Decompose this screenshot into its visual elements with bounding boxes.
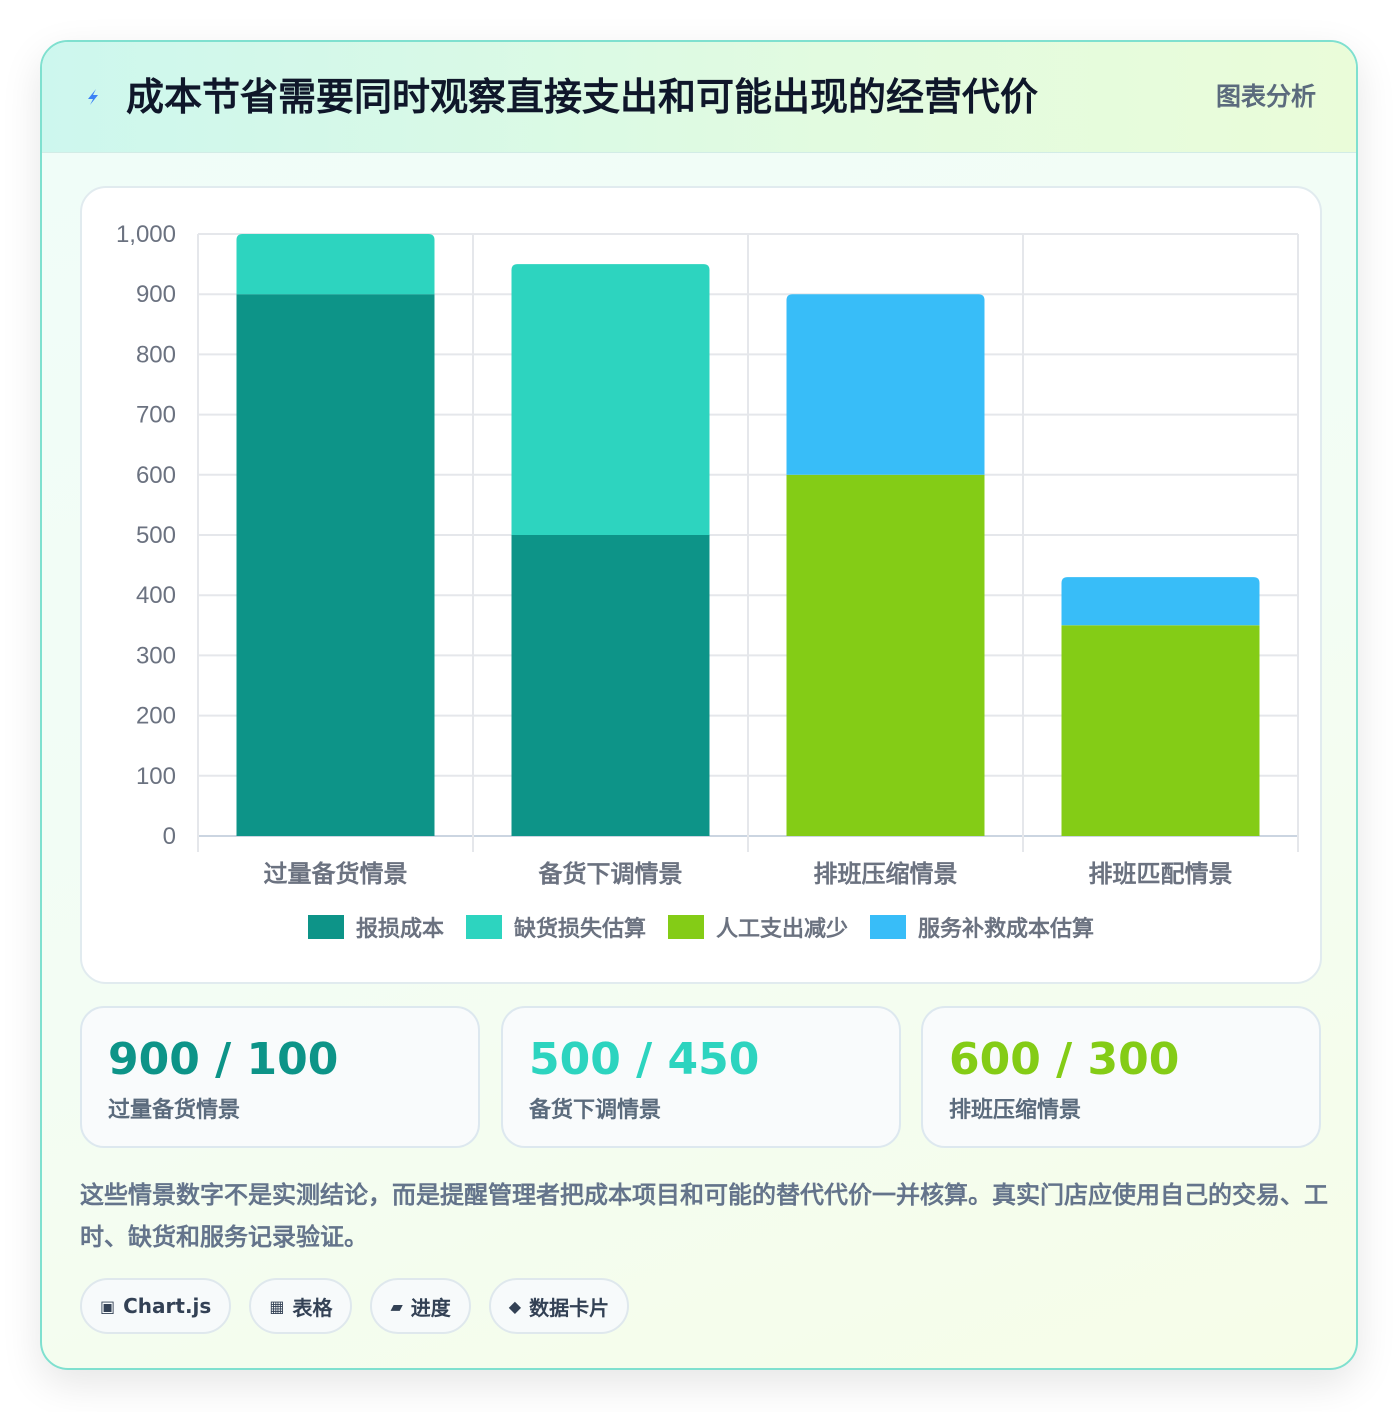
chip-label: 进度 [410, 1295, 451, 1320]
bar-segment [786, 474, 985, 836]
footnote: 这些情景数字不是实测结论，而是提醒管理者把成本项目和可能的替代代价一并核算。真实… [80, 1181, 1328, 1251]
legend-swatch [870, 915, 907, 939]
stat-card: 900 / 100 过量备货情景 [80, 1006, 480, 1148]
feature-chip[interactable]: ◆ 数据卡片 [488, 1278, 630, 1334]
legend-item[interactable]: 人工支出减少 [668, 911, 848, 943]
chip-icon: ▦ [269, 1296, 285, 1316]
feature-chip[interactable]: ▣ Chart.js [80, 1278, 232, 1334]
y-tick-label: 200 [136, 703, 176, 730]
y-tick-label: 600 [136, 462, 176, 489]
y-tick-label: 400 [136, 582, 176, 609]
legend-item[interactable]: 缺货损失估算 [465, 911, 646, 943]
header-tag: 图表分析 [1215, 82, 1316, 111]
y-tick-label: 1,000 [116, 221, 176, 248]
x-tick-label: 过量备货情景 [264, 860, 408, 888]
stat-label: 备货下调情景 [529, 1098, 662, 1123]
x-tick-label: 排班压缩情景 [814, 860, 958, 888]
stat-value: 900 / 100 [108, 1034, 339, 1085]
y-tick-label: 500 [136, 522, 176, 549]
feature-chip[interactable]: ▰ 进度 [370, 1278, 471, 1334]
chip-icon: ▰ [390, 1296, 403, 1316]
y-tick-label: 100 [136, 763, 176, 790]
chip-label: 数据卡片 [529, 1295, 610, 1320]
legend-item[interactable]: 服务补救成本估算 [870, 911, 1094, 943]
y-tick-label: 800 [136, 341, 176, 368]
legend-label: 报损成本 [355, 917, 444, 942]
bar-segment [236, 294, 435, 836]
y-tick-label: 0 [163, 823, 176, 850]
x-tick-label: 排班匹配情景 [1089, 860, 1233, 888]
feature-chip[interactable]: ▦ 表格 [249, 1278, 353, 1334]
legend-swatch [668, 915, 704, 939]
stat-value: 500 / 450 [529, 1034, 760, 1085]
y-tick-label: 700 [136, 402, 176, 429]
analysis-card: 成本节省需要同时观察直接支出和可能出现的经营代价 图表分析 0 100 200 300… [40, 40, 1358, 1370]
stat-label: 过量备货情景 [108, 1098, 241, 1123]
stat-cards: 900 / 100 过量备货情景 500 / 450 备货下调情景 600 / 300 排… [80, 1006, 1322, 1148]
legend-label: 人工支出减少 [716, 917, 849, 942]
lightning-icon [88, 89, 98, 105]
bar-segment [1061, 625, 1260, 836]
bar-segment [511, 535, 710, 836]
page-title: 成本节省需要同时观察直接支出和可能出现的经营代价 [126, 75, 1039, 119]
legend-swatch [465, 915, 502, 939]
legend-swatch [307, 915, 344, 939]
bar-segment [511, 264, 710, 535]
x-tick-label: 备货下调情景 [538, 860, 683, 888]
bar-segment [1061, 577, 1260, 626]
chart-panel: 0 100 200 300 400 500 600 700 800 900 1,000 过量备货情景 备… [80, 186, 1322, 984]
bar-segment [236, 234, 435, 295]
card-header: 成本节省需要同时观察直接支出和可能出现的经营代价 图表分析 [42, 42, 1356, 153]
chip-label: Chart.js [123, 1294, 212, 1318]
chip-icon: ◆ [508, 1296, 522, 1316]
chart-legend: 报损成本 缺货损失估算 人工支出减少 服务补救成本估算 [82, 910, 1320, 944]
legend-label: 服务补救成本估算 [918, 917, 1095, 942]
chip-icon: ▣ [100, 1296, 116, 1316]
y-tick-label: 300 [136, 642, 176, 669]
stat-value: 600 / 300 [949, 1034, 1180, 1085]
chip-label: 表格 [292, 1295, 333, 1320]
feature-chips: ▣ Chart.js ▦ 表格 ▰ 进度 ◆ 数据卡片 [80, 1278, 630, 1334]
stat-card: 500 / 450 备货下调情景 [501, 1006, 901, 1148]
bar-segment [786, 294, 985, 475]
y-tick-label: 900 [136, 281, 176, 308]
stat-card: 600 / 300 排班压缩情景 [921, 1006, 1321, 1148]
legend-item[interactable]: 报损成本 [307, 911, 444, 943]
stat-label: 排班压缩情景 [949, 1098, 1082, 1123]
legend-label: 缺货损失估算 [513, 917, 646, 942]
stacked-bar-chart: 0 100 200 300 400 500 600 700 800 900 1,000 过量备货情景 备… [116, 221, 1299, 888]
